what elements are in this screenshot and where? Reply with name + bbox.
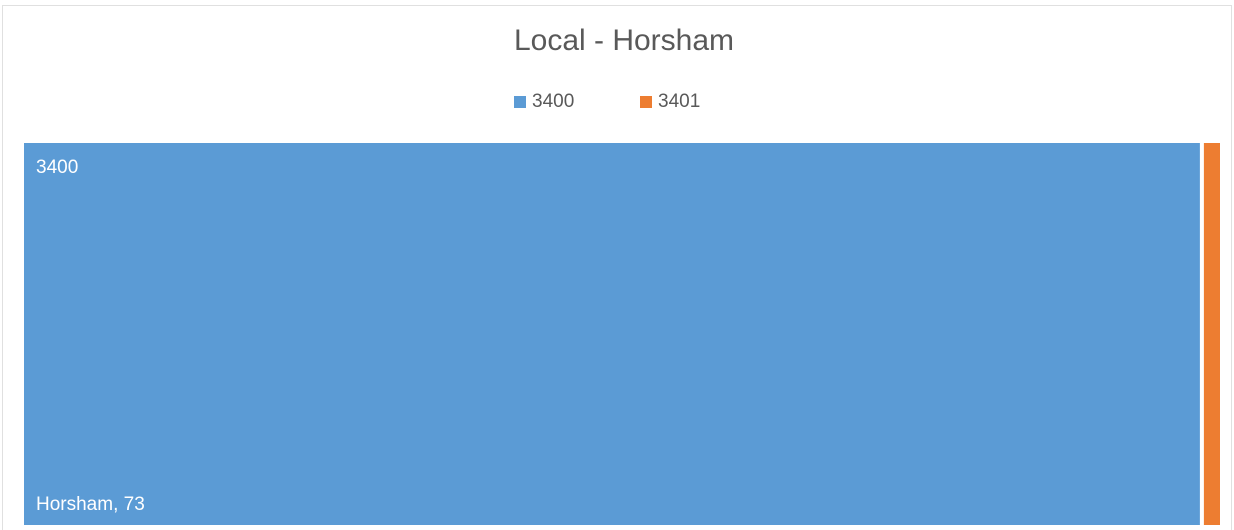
legend-swatch	[640, 96, 652, 108]
chart-title: Local - Horsham	[514, 24, 734, 57]
legend-label: 3400	[532, 91, 574, 112]
group-label: 3400	[36, 157, 78, 178]
treemap-tile	[24, 143, 1200, 525]
legend-swatch	[514, 96, 526, 108]
treemap-tile	[1203, 143, 1220, 525]
data-label: Horsham, 73	[36, 494, 145, 515]
legend-label: 3401	[658, 91, 700, 112]
